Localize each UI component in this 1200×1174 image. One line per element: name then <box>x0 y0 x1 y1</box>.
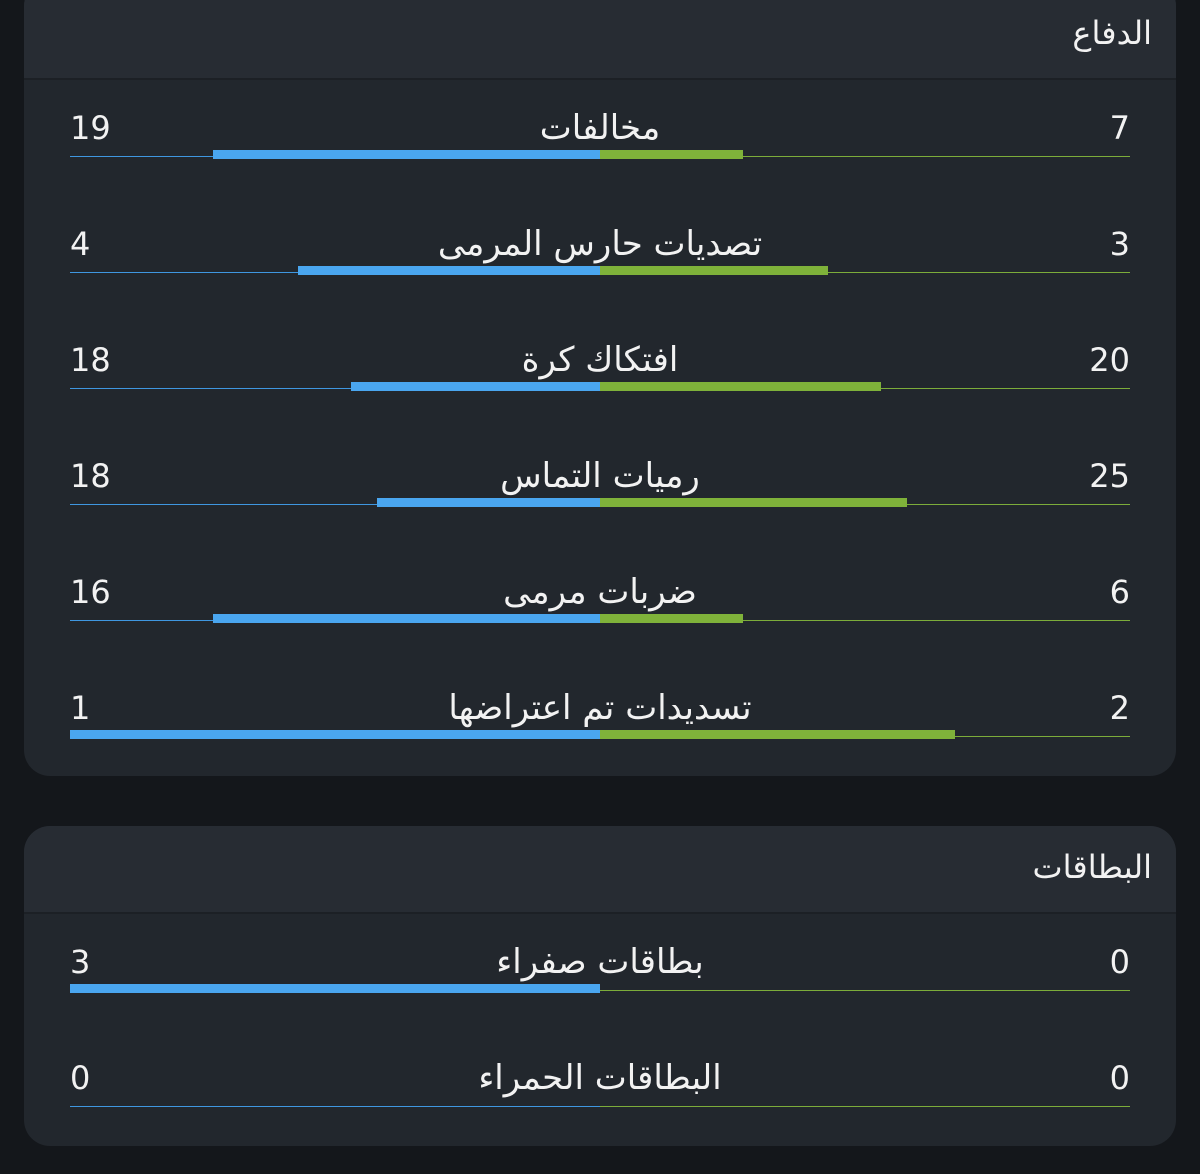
left-team-bar <box>213 614 600 623</box>
right-value: 7 <box>1109 109 1130 147</box>
left-team-bar <box>298 266 600 275</box>
right-value: 0 <box>1109 1059 1130 1097</box>
left-team-bar <box>213 150 600 159</box>
stat-label: تصديات حارس المرمى <box>437 224 763 264</box>
left-value: 4 <box>70 225 91 263</box>
stat-row-goal-kicks: 16 ضربات مرمى 6 <box>70 572 1130 652</box>
left-value: 19 <box>70 109 111 147</box>
left-value: 18 <box>70 341 111 379</box>
stat-row-tackles: 18 افتكاك كرة 20 <box>70 340 1130 420</box>
left-baseline <box>70 1106 600 1107</box>
right-team-bar <box>600 730 955 739</box>
stat-label: تسديدات تم اعتراضها <box>448 688 752 728</box>
stat-row-throw-ins: 18 رميات التماس 25 <box>70 456 1130 536</box>
right-value: 25 <box>1089 457 1130 495</box>
left-baseline <box>70 388 600 389</box>
stat-label: مخالفات <box>539 108 661 148</box>
defense-card-header: الدفاع <box>24 0 1176 80</box>
stat-row-goalkeeper-saves: 4 تصديات حارس المرمى 3 <box>70 224 1130 304</box>
right-value: 3 <box>1109 225 1130 263</box>
stat-row-fouls: 19 مخالفات 7 <box>70 108 1130 188</box>
right-value: 2 <box>1109 689 1130 727</box>
right-baseline <box>600 272 1130 273</box>
left-baseline <box>70 504 600 505</box>
stat-row-yellow-cards: 3 بطاقات صفراء 0 <box>70 942 1130 1022</box>
right-value: 20 <box>1089 341 1130 379</box>
left-team-bar <box>351 382 600 391</box>
right-team-bar <box>600 498 907 507</box>
left-value: 18 <box>70 457 111 495</box>
right-baseline <box>600 620 1130 621</box>
right-baseline <box>600 990 1130 991</box>
left-value: 3 <box>70 943 91 981</box>
stat-row-red-cards: 0 البطاقات الحمراء 0 <box>70 1058 1130 1138</box>
stat-label: رميات التماس <box>500 456 700 496</box>
right-team-bar <box>600 266 828 275</box>
defense-stats-card: الدفاع 19 مخالفات 7 4 تصديات حارس المرمى… <box>24 0 1176 776</box>
left-value: 1 <box>70 689 91 727</box>
right-team-bar <box>600 614 743 623</box>
right-baseline <box>600 1106 1130 1107</box>
left-team-bar <box>70 984 600 993</box>
right-team-bar <box>600 150 743 159</box>
left-team-bar <box>377 498 600 507</box>
right-value: 6 <box>1109 573 1130 611</box>
stat-label: بطاقات صفراء <box>496 942 704 982</box>
stat-label: افتكاك كرة <box>521 340 679 380</box>
cards-card-title: البطاقات <box>1032 848 1152 886</box>
defense-card-title: الدفاع <box>1072 14 1152 52</box>
cards-stats-card: البطاقات 3 بطاقات صفراء 0 0 البطاقات الح… <box>24 826 1176 1146</box>
left-value: 16 <box>70 573 111 611</box>
right-value: 0 <box>1109 943 1130 981</box>
left-team-bar <box>70 730 600 739</box>
right-team-bar <box>600 382 881 391</box>
stat-label: ضربات مرمى <box>503 572 697 612</box>
stat-row-blocked-shots: 1 تسديدات تم اعتراضها 2 <box>70 688 1130 768</box>
stat-label: البطاقات الحمراء <box>478 1058 722 1098</box>
cards-card-header: البطاقات <box>24 826 1176 914</box>
right-baseline <box>600 156 1130 157</box>
left-value: 0 <box>70 1059 91 1097</box>
